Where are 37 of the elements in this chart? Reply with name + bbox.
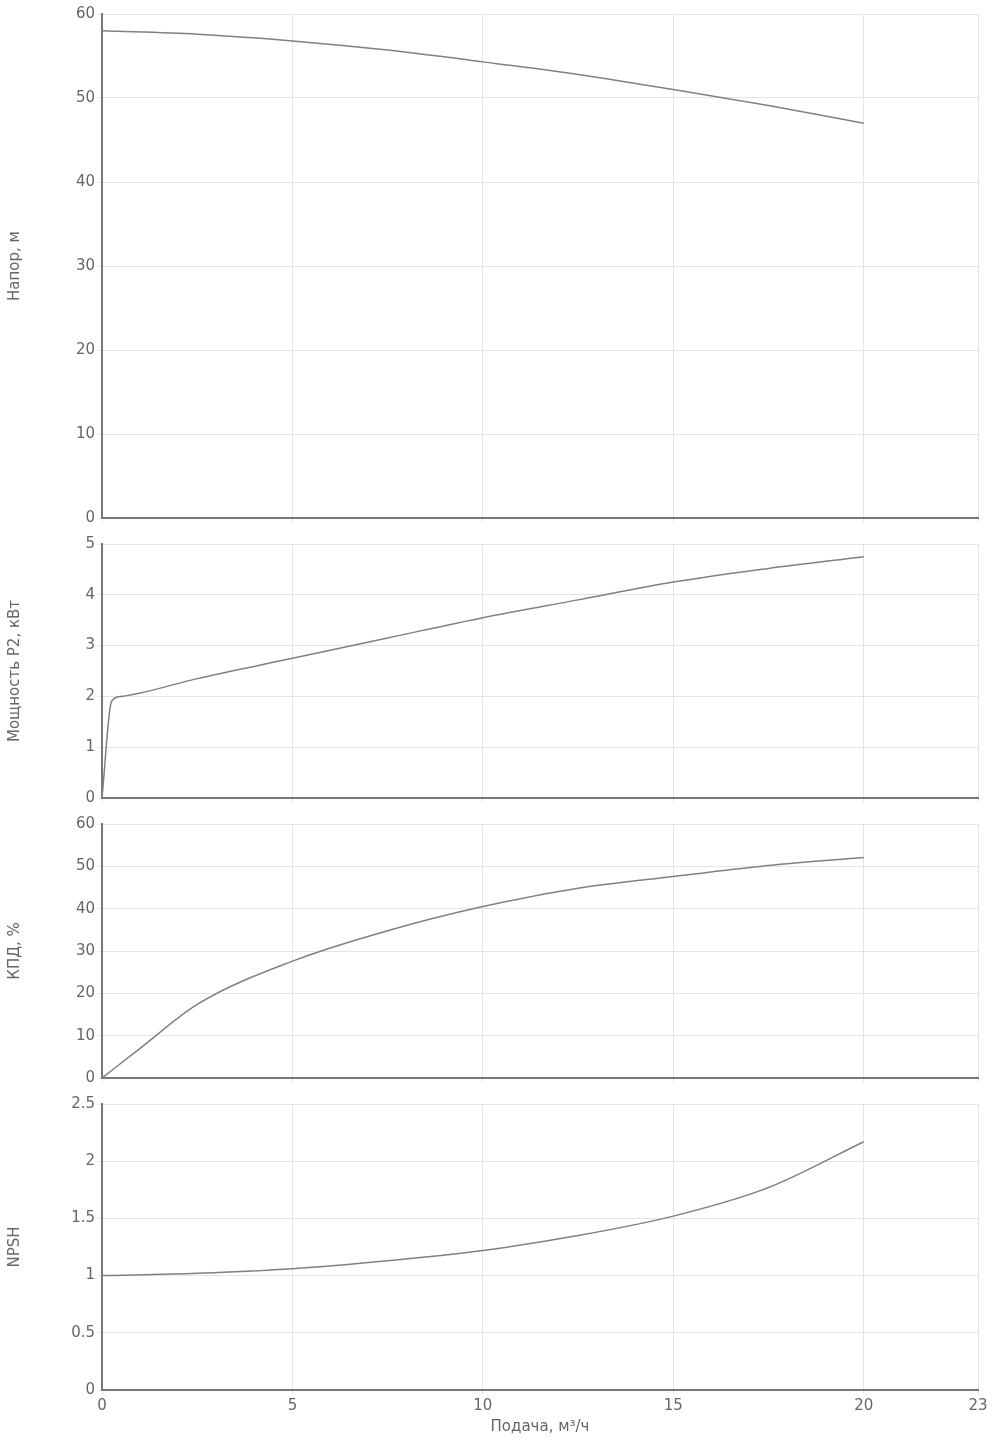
x-axis-title: Подача, м³/ч [490, 1416, 590, 1435]
y-tick-label: 0.5 [71, 1322, 95, 1341]
y-tick-label: 5 [85, 533, 95, 552]
y-tick-label: 60 [75, 3, 95, 22]
x-tick-label: 10 [473, 1395, 493, 1414]
y-tick-label: 2.5 [71, 1093, 95, 1112]
y-tick-label: 0 [85, 787, 95, 806]
x-tick-label: 5 [287, 1395, 298, 1414]
y-tick-label: 50 [75, 87, 95, 106]
y-axis-title: КПД, % [4, 922, 23, 980]
y-tick-label: 2 [85, 1151, 95, 1170]
x-tick-label: 20 [854, 1395, 874, 1414]
y-axis-title: NPSH [4, 1226, 23, 1268]
y-tick-label: 1 [85, 737, 95, 756]
x-tick-label: 15 [663, 1395, 683, 1414]
x-tick-label: 23 [968, 1395, 988, 1414]
y-tick-label: 50 [75, 856, 95, 875]
y-tick-label: 60 [75, 813, 95, 832]
y-tick-label: 3 [85, 635, 95, 654]
y-tick-label: 10 [75, 1025, 95, 1044]
y-tick-label: 0 [85, 507, 95, 526]
y-tick-label: 20 [75, 339, 95, 358]
y-axis-title: Напор, м [4, 231, 23, 301]
y-tick-label: 20 [75, 983, 95, 1002]
y-tick-label: 4 [85, 584, 95, 603]
y-tick-label: 1 [85, 1265, 95, 1284]
y-tick-label: 40 [75, 171, 95, 190]
y-tick-label: 30 [75, 940, 95, 959]
y-tick-label: 0 [85, 1379, 95, 1398]
y-tick-label: 2 [85, 686, 95, 705]
y-tick-label: 10 [75, 423, 95, 442]
y-tick-label: 1.5 [71, 1208, 95, 1227]
y-tick-label: 30 [75, 255, 95, 274]
x-tick-label: 0 [97, 1395, 107, 1414]
y-tick-label: 40 [75, 898, 95, 917]
y-axis-title: Мощность P2, кВт [4, 599, 23, 743]
y-tick-label: 0 [85, 1067, 95, 1086]
